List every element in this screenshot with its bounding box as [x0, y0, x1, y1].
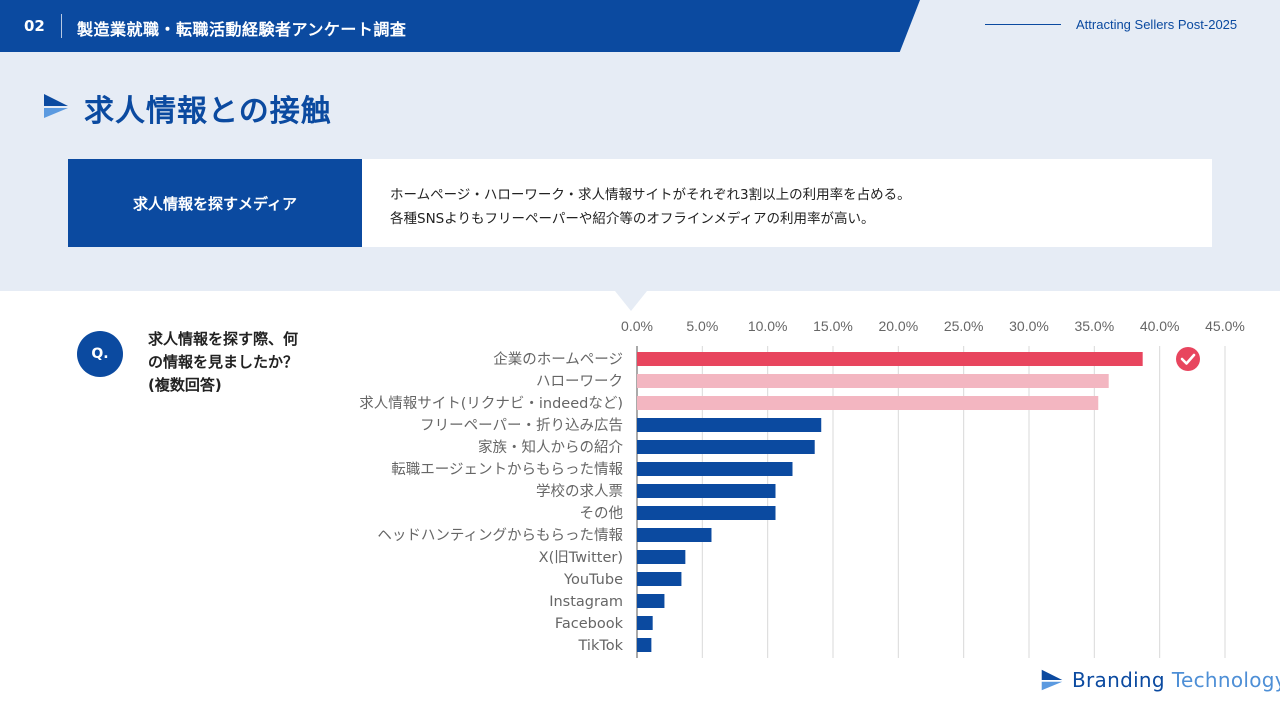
bar — [637, 550, 686, 564]
brand-arrow-icon — [1041, 669, 1063, 691]
question-text: 求人情報を探す際、何 — [148, 330, 299, 348]
category-label: TikTok — [578, 638, 624, 654]
bar-chart: 0.0% 5.0% 10.0% 15.0% 20.0% 25.0% 30.0% 35.0% 40… — [359, 318, 1245, 658]
question-note: (複数回答) — [148, 376, 222, 394]
category-label: 企業のホームページ — [493, 350, 623, 368]
x-tick-label: 5.0% — [686, 318, 718, 334]
arrow-logo-icon — [44, 94, 68, 118]
summary-line: 各種SNSよりもフリーペーパーや紹介等のオフラインメディアの利用率が高い。 — [390, 211, 875, 227]
x-tick-label: 0.0% — [621, 318, 653, 334]
summary-line: ホームページ・ハローワーク・求人情報サイトがそれぞれ3割以上の利用率を占める。 — [390, 187, 911, 203]
x-tick-label: 40.0% — [1140, 318, 1180, 334]
question-badge: Q. — [77, 331, 123, 377]
header-divider — [61, 14, 62, 38]
x-tick-label: 45.0% — [1205, 318, 1245, 334]
bar — [637, 616, 653, 630]
header-tagline: Attracting Sellers Post-2025 — [1076, 17, 1238, 32]
category-label: Facebook — [555, 616, 624, 632]
bar — [637, 396, 1099, 410]
bar — [637, 506, 776, 520]
brand-name-primary: Branding — [1072, 668, 1165, 692]
bar — [637, 352, 1143, 366]
bar — [637, 528, 712, 542]
bar — [637, 484, 776, 498]
header-bar: 02 製造業就職・転職活動経験者アンケート調査 — [0, 0, 920, 52]
summary-box: ホームページ・ハローワーク・求人情報サイトがそれぞれ3割以上の利用率を占める。 … — [362, 159, 1212, 247]
x-tick-label: 30.0% — [1009, 318, 1049, 334]
brand-logo: Branding Technology — [1040, 668, 1280, 692]
bar — [637, 594, 665, 608]
category-label: フリーペーパー・折り込み広告 — [420, 417, 623, 434]
category-label: 学校の求人票 — [536, 483, 623, 500]
bar — [637, 418, 822, 432]
bar — [637, 572, 682, 586]
category-label: X(旧Twitter) — [539, 549, 623, 566]
header-rule — [985, 24, 1061, 25]
category-label: 家族・知人からの紹介 — [478, 439, 623, 456]
bar — [637, 440, 815, 454]
bar — [637, 374, 1109, 388]
category-label: Instagram — [549, 594, 623, 610]
survey-title: 製造業就職・転職活動経験者アンケート調査 — [77, 20, 407, 39]
x-tick-label: 20.0% — [878, 318, 918, 334]
section-number: 02 — [24, 17, 45, 35]
brand-name-secondary: Technology — [1171, 668, 1280, 692]
pointer-notch — [615, 291, 647, 311]
category-label: 求人情報サイト(リクナビ・indeedなど) — [359, 395, 623, 412]
check-mark — [1180, 353, 1196, 365]
x-tick-label: 15.0% — [813, 318, 853, 334]
x-tick-label: 10.0% — [748, 318, 788, 334]
check-icon — [1176, 347, 1200, 371]
question-text: の情報を見ましたか？ — [148, 353, 299, 371]
summary-label: 求人情報を探すメディア — [68, 159, 362, 247]
category-label: 転職エージェントからもらった情報 — [391, 461, 623, 478]
bar — [637, 638, 652, 652]
page-title: 求人情報との接触 — [84, 94, 332, 129]
x-tick-label: 25.0% — [944, 318, 984, 334]
x-tick-label: 35.0% — [1074, 318, 1114, 334]
bar — [637, 462, 793, 476]
category-label: ハローワーク — [536, 373, 623, 390]
category-label: YouTube — [563, 572, 623, 588]
category-label: その他 — [580, 505, 624, 522]
category-label: ヘッドハンティングからもらった情報 — [377, 527, 623, 544]
